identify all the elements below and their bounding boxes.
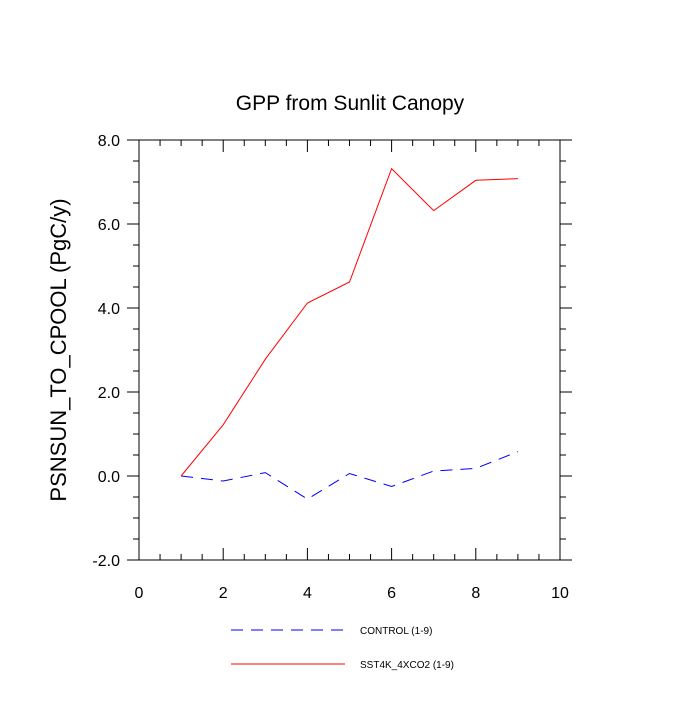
y-tick-label: 8.0 xyxy=(98,133,120,150)
legend-label: SST4K_4XCO2 (1-9) xyxy=(360,660,454,671)
x-tick-label: 0 xyxy=(135,585,144,602)
series-line-sst4k-4xco2 xyxy=(180,167,518,477)
x-tick-label: 10 xyxy=(551,585,569,602)
legend-label: CONTROL (1-9) xyxy=(360,626,432,637)
y-tick-label: -2.0 xyxy=(92,553,120,570)
axis-ticks xyxy=(127,139,572,561)
y-tick-label: 6.0 xyxy=(98,217,120,234)
x-tick-label: 2 xyxy=(219,585,228,602)
axis-tick-labels: 0 2 4 6 8 10 -2.0 0.0 2.0 4.0 6.0 8.0 xyxy=(92,133,569,602)
series-lines xyxy=(180,167,519,500)
x-tick-label: 8 xyxy=(471,585,480,602)
y-axis-label: PSNSUN_TO_CPOOL (PgC/y) xyxy=(46,198,71,501)
y-tick-label: 4.0 xyxy=(98,301,120,318)
y-tick-label: 2.0 xyxy=(98,385,120,402)
chart-title: GPP from Sunlit Canopy xyxy=(236,92,465,115)
x-tick-label: 4 xyxy=(303,585,312,602)
y-tick-label: 0.0 xyxy=(98,469,120,486)
plot-frame xyxy=(138,139,561,561)
legend: CONTROL (1-9) SST4K_4XCO2 (1-9) xyxy=(231,626,454,671)
series-line-control xyxy=(181,451,519,500)
x-tick-label: 6 xyxy=(387,585,396,602)
